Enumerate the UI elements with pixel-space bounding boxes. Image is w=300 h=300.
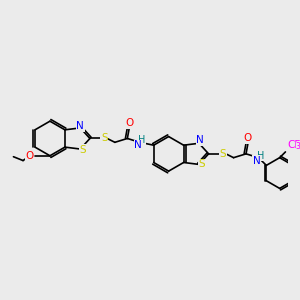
Text: CF: CF [287, 140, 300, 150]
Text: 3: 3 [296, 142, 300, 151]
Text: N: N [196, 135, 204, 146]
Text: H: H [257, 151, 264, 161]
Text: O: O [125, 118, 134, 128]
Text: H: H [138, 135, 146, 146]
Text: N: N [253, 156, 260, 166]
Text: N: N [76, 121, 84, 131]
Text: S: S [199, 159, 205, 170]
Text: O: O [26, 151, 34, 161]
Text: S: S [80, 145, 86, 155]
Text: S: S [101, 134, 108, 143]
Text: O: O [244, 134, 252, 143]
Text: S: S [220, 149, 226, 159]
Text: N: N [134, 140, 142, 150]
